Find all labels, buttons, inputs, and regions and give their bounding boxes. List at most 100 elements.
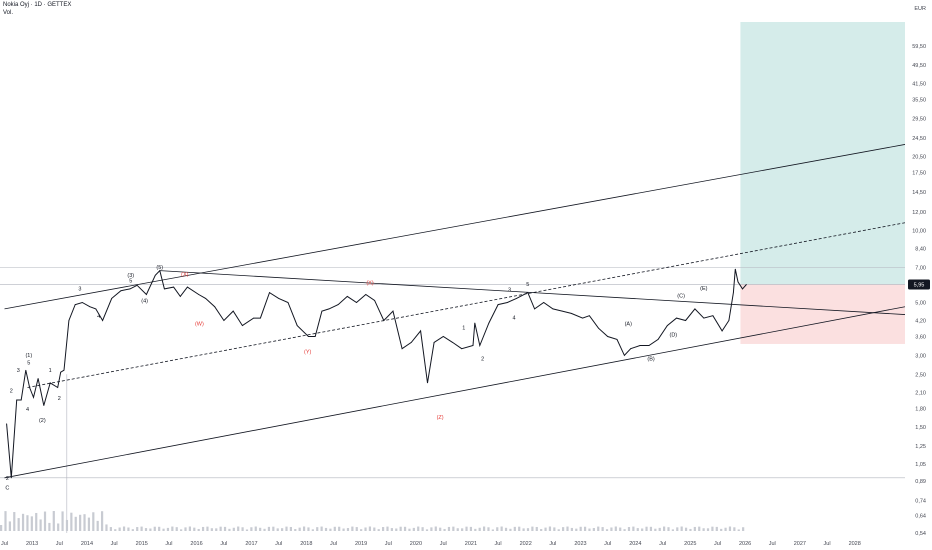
price-point-57 <box>433 342 435 343</box>
volume-bar-124 <box>544 527 547 531</box>
volume-bar-30 <box>131 529 134 531</box>
price-point-64 <box>488 322 490 324</box>
price-point-16 <box>89 306 91 308</box>
x-tick-8: Jul <box>220 541 227 547</box>
volume-bar-84 <box>368 526 372 531</box>
volume-bar-169 <box>742 527 745 531</box>
price-point-55 <box>420 330 421 332</box>
price-point-59 <box>452 342 453 343</box>
volume-bar-153 <box>671 529 674 531</box>
volume-bar-115 <box>504 527 508 531</box>
price-point-0 <box>6 423 8 425</box>
wave-label-3: 3 <box>17 368 20 374</box>
target-zone <box>740 22 905 285</box>
price-point-9 <box>49 382 51 384</box>
volume-bar-106 <box>465 526 468 531</box>
lower-channel-line <box>4 306 906 479</box>
volume-bar-52 <box>228 528 231 531</box>
volume-bar-152 <box>667 527 670 531</box>
y-tick-24: 0,74 <box>915 498 926 504</box>
wave-label-10: 3 <box>78 287 81 293</box>
volume-bar-62 <box>272 526 275 531</box>
volume-bar-47 <box>206 526 209 531</box>
y-tick-18: 2,10 <box>915 390 926 396</box>
volume-bar-92 <box>403 526 407 531</box>
wave-label-20: 5 <box>526 282 529 288</box>
volume-bar-165 <box>724 527 727 531</box>
volume-bar-55 <box>241 527 244 531</box>
price-point-77 <box>607 336 609 337</box>
price-point-23 <box>146 294 147 295</box>
y-tick-8: 14,50 <box>912 190 926 196</box>
price-point-10 <box>57 387 59 388</box>
price-point-8 <box>43 405 45 406</box>
price-point-22 <box>136 284 138 286</box>
volume-bar-10 <box>43 511 47 531</box>
y-tick-15: 3,60 <box>915 335 926 341</box>
wave-label-18: 3 <box>508 288 511 294</box>
price-point-13 <box>68 320 70 321</box>
volume-bar-151 <box>663 526 666 531</box>
volume-bar-38 <box>166 527 170 531</box>
price-point-78 <box>616 339 618 340</box>
volume-bar-42 <box>184 527 187 531</box>
volume-bar-48 <box>210 528 213 531</box>
volume-bar-126 <box>553 527 556 531</box>
price-point-7 <box>37 378 39 379</box>
price-point-11 <box>60 371 62 373</box>
price-point-33 <box>223 320 225 321</box>
x-tick-25: 2025 <box>684 541 696 547</box>
volume-bar-2 <box>8 521 11 531</box>
volume-bar-111 <box>487 527 490 531</box>
x-tick-27: 2026 <box>739 541 751 547</box>
volume-bar-167 <box>733 527 736 531</box>
price-point-35 <box>241 325 243 326</box>
wave-label-14: (4) <box>141 298 148 304</box>
x-tick-7: 2016 <box>190 541 202 547</box>
volume-bar-16 <box>70 512 73 531</box>
price-point-20 <box>120 290 122 292</box>
wave-label-6: 1 <box>49 368 52 374</box>
volume-bar-7 <box>30 516 33 531</box>
volume-bar-37 <box>162 528 165 531</box>
price-point-69 <box>534 308 535 310</box>
price-point-30 <box>198 294 200 295</box>
price-point-92 <box>732 292 734 294</box>
price-point-60 <box>461 348 463 350</box>
x-tick-31: 2028 <box>849 541 861 547</box>
volume-bar-114 <box>500 526 503 531</box>
volume-bar-8 <box>35 512 38 531</box>
volume-bar-4 <box>17 518 20 531</box>
price-point-49 <box>365 294 367 295</box>
volume-bar-65 <box>285 526 288 531</box>
price-point-68 <box>527 292 529 294</box>
volume-bar-64 <box>281 528 284 531</box>
volume-bar-138 <box>605 529 609 531</box>
x-tick-12: Jul <box>330 541 337 547</box>
volume-bar-163 <box>715 526 718 531</box>
price-point-29 <box>186 286 188 288</box>
price-point-91 <box>728 320 730 321</box>
x-tick-29: 2027 <box>794 541 806 547</box>
y-tick-2: 41,50 <box>912 81 926 87</box>
price-point-51 <box>383 320 385 321</box>
upper-channel-line <box>4 144 906 310</box>
price-point-12 <box>63 369 65 371</box>
volume-bar-61 <box>267 526 271 531</box>
volume-bar-76 <box>333 526 336 531</box>
price-point-52 <box>392 310 394 312</box>
price-point-83 <box>657 339 659 340</box>
price-point-38 <box>269 292 270 294</box>
x-tick-17: 2021 <box>465 541 477 547</box>
volume-bar-20 <box>87 517 91 531</box>
volume-bar-49 <box>215 528 218 531</box>
volume-bar-70 <box>307 527 310 531</box>
volume-bar-132 <box>579 526 582 531</box>
price-point-25 <box>159 270 161 272</box>
volume-bar-119 <box>522 528 525 531</box>
y-tick-7: 17,50 <box>912 171 926 177</box>
x-tick-1: 2013 <box>26 541 38 547</box>
volume-bar-15 <box>65 519 69 531</box>
volume-bar-125 <box>548 526 552 531</box>
